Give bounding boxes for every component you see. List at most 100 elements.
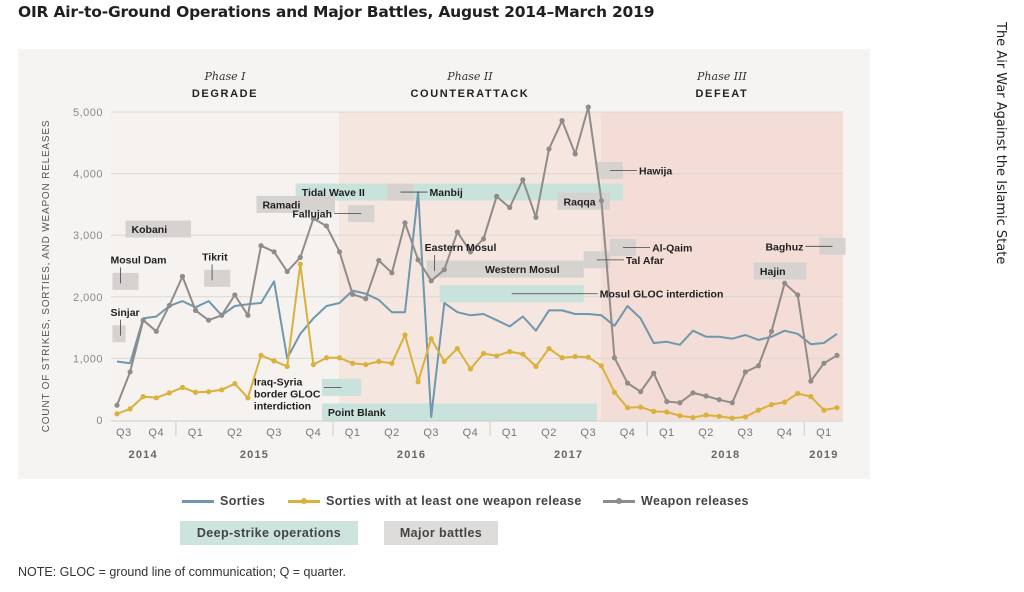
legend-swatch-sorties (182, 499, 214, 503)
data-point-2-41 (651, 370, 657, 376)
data-point-2-29 (494, 193, 500, 199)
data-point-1-10 (245, 395, 251, 401)
x-tick-label: Q4 (148, 427, 164, 439)
data-point-1-38 (611, 389, 618, 395)
x-tick-label: Q1 (816, 427, 832, 439)
legend-swatch-weapon-releases (603, 497, 635, 504)
data-point-2-32 (533, 214, 539, 220)
data-point-2-10 (245, 312, 251, 318)
major-battle-9-label: Raqqa (564, 196, 596, 208)
year-label: 2014 (129, 449, 158, 461)
data-point-2-38 (611, 355, 618, 361)
data-point-2-22 (402, 220, 408, 226)
chart-svg: Phase I DEGRADE Phase II COUNTERATTACK Phase… (41, 70, 846, 461)
data-point-1-55 (834, 405, 840, 411)
data-point-2-27 (467, 249, 474, 255)
legend-item-weapon-releases: Weapon releases (603, 494, 749, 508)
x-tick-label: Q3 (266, 427, 282, 439)
data-point-2-26 (454, 229, 460, 235)
major-battle-9-box (557, 192, 610, 210)
data-point-1-26 (454, 345, 460, 352)
deep-strike-1-label: Iraq-Syria (254, 376, 303, 388)
data-point-1-17 (336, 355, 343, 361)
series-layer (114, 104, 840, 421)
data-point-1-44 (690, 414, 696, 421)
x-tick-label: Q3 (423, 427, 439, 439)
major-battle-3-label: Tikrit (202, 251, 228, 263)
data-point-2-7 (206, 317, 212, 323)
axis-layer: 0 1,000 2,000 3,000 4,000 5,000 COUNT OF STRIK… (41, 107, 843, 461)
data-point-1-50 (768, 402, 775, 408)
data-point-2-19 (363, 296, 369, 302)
data-point-2-23 (415, 257, 421, 263)
x-tick-label: Q3 (116, 427, 132, 439)
major-battle-4-box (256, 195, 335, 213)
data-point-1-3 (153, 395, 159, 401)
data-point-1-7 (206, 389, 212, 395)
data-point-2-13 (284, 268, 290, 275)
y-tick-label: 5,000 (73, 107, 103, 119)
major-battle-4-label: Ramadi (262, 199, 300, 211)
major-battle-5-label: Fallujah (292, 209, 332, 221)
legend-item-sorties: Sorties (182, 494, 265, 508)
data-point-1-54 (821, 407, 827, 413)
running-head-text: The Air War Against the Islamic State (993, 22, 1008, 265)
x-tick-label: Q2 (541, 427, 557, 439)
data-point-1-20 (376, 358, 382, 365)
y-tick-label: 3,000 (73, 230, 103, 242)
line-legend: Sorties Sorties with at least one weapon… (182, 494, 782, 512)
data-point-2-40 (638, 389, 644, 395)
data-point-2-2 (140, 317, 146, 323)
data-point-1-8 (219, 387, 225, 393)
figure-title: OIR Air-to-Ground Operations and Major B… (18, 3, 655, 21)
data-point-2-37 (598, 198, 604, 204)
data-point-1-23 (415, 379, 421, 385)
x-tick-label: Q3 (580, 427, 596, 439)
data-point-1-2 (140, 393, 146, 400)
phase-layer: Phase I DEGRADE Phase II COUNTERATTACK Phase… (111, 70, 843, 420)
data-point-2-18 (350, 291, 356, 297)
legend-deep-strike: Deep-strike operations (180, 521, 358, 545)
phase-label: DEGRADE (192, 88, 258, 100)
data-point-1-37 (598, 363, 604, 369)
major-battle-7-label: Eastern Mosul (425, 242, 497, 254)
data-point-2-24 (428, 278, 434, 284)
data-point-2-15 (310, 215, 316, 222)
y-tick-label: 0 (96, 415, 103, 427)
x-tick-label: Q1 (345, 427, 361, 439)
year-label: 2016 (397, 449, 426, 461)
deep-strike-2-label: Point Blank (328, 407, 386, 419)
data-point-2-48 (742, 369, 748, 375)
data-point-1-6 (192, 389, 199, 395)
data-point-2-34 (559, 118, 565, 124)
phase-label: COUNTERATTACK (411, 88, 530, 100)
x-tick-label: Q3 (738, 427, 754, 439)
data-point-1-14 (297, 261, 303, 267)
data-point-2-53 (808, 378, 814, 384)
running-head: The Air War Against the Islamic State (990, 0, 1010, 280)
data-point-1-0 (114, 411, 120, 417)
phase-name: Phase III (696, 70, 747, 83)
data-point-2-11 (258, 243, 264, 249)
data-point-1-19 (363, 361, 369, 368)
legend-major-battles: Major battles (384, 521, 498, 545)
x-tick-label: Q1 (502, 427, 518, 439)
y-tick-label: 4,000 (73, 169, 103, 181)
year-label: 2017 (554, 449, 583, 461)
major-battle-13-label: Hajin (760, 266, 786, 278)
major-battle-8-label: Western Mosul (485, 264, 560, 276)
phase-label: DEFEAT (696, 88, 749, 100)
data-point-2-30 (507, 204, 513, 211)
deep-strike-1-box (321, 378, 362, 396)
data-point-1-36 (585, 354, 591, 360)
data-point-2-50 (768, 328, 775, 334)
x-tick-label: Q4 (306, 427, 322, 439)
phase-name: Phase II (446, 70, 493, 83)
data-point-1-22 (402, 332, 408, 338)
major-battle-1-box (112, 272, 139, 290)
data-point-1-29 (494, 353, 500, 359)
data-point-2-55 (834, 352, 840, 358)
legend-swatch-sorties-with-release (288, 497, 320, 504)
data-point-1-52 (795, 390, 801, 397)
